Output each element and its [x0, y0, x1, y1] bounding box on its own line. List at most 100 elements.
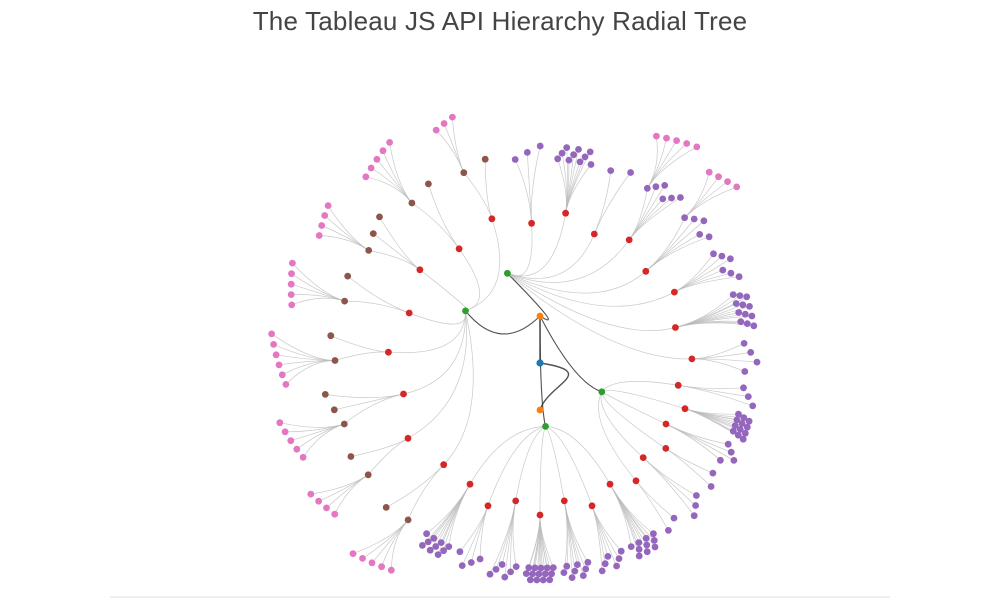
node-level4 [423, 530, 430, 538]
node-level4 [376, 213, 383, 221]
node-level4 [693, 492, 700, 499]
node-level3 [674, 381, 682, 389]
page-title: The Tableau JS API Hierarchy Radial Tree [252, 6, 748, 36]
link-level5 [282, 360, 336, 376]
node-level4 [365, 247, 373, 254]
node-level4 [643, 548, 651, 556]
node-level4 [574, 561, 581, 568]
node-level3 [455, 245, 463, 253]
link-level3 [403, 310, 466, 395]
node-level4 [744, 393, 752, 400]
link-level3 [465, 218, 501, 312]
node-level3 [528, 219, 535, 227]
link-level4 [411, 202, 460, 250]
node-level4 [741, 429, 749, 437]
node-level5 [359, 555, 366, 562]
link-level3 [507, 271, 647, 294]
node-level4 [670, 514, 678, 522]
link-level4 [386, 464, 444, 508]
link-level4 [609, 484, 640, 557]
node-level4 [576, 158, 584, 166]
link-level5 [327, 205, 369, 251]
node-level4 [543, 564, 551, 572]
node-level3 [484, 502, 492, 510]
link-level5 [390, 519, 409, 571]
node-level3 [590, 230, 598, 238]
node-level5 [318, 222, 326, 229]
node-level5 [315, 497, 322, 505]
link-level4 [422, 484, 471, 546]
node-level2 [542, 423, 549, 430]
node-level3 [632, 477, 640, 485]
link-level5 [647, 143, 687, 189]
node-level3 [642, 267, 650, 275]
node-level4 [575, 146, 582, 153]
node-level4 [492, 566, 500, 573]
node-level4 [560, 569, 568, 576]
node-level4 [736, 292, 744, 299]
node-level5 [367, 164, 375, 172]
link-level3 [545, 426, 593, 506]
link-level4 [325, 393, 404, 399]
link-level3 [507, 239, 630, 283]
link-level4 [368, 250, 421, 271]
node-level4 [331, 357, 339, 364]
node-level4 [734, 431, 742, 439]
link-level3 [507, 273, 676, 331]
node-level4 [507, 568, 514, 576]
node-level4 [737, 318, 745, 326]
node-level5 [275, 361, 283, 369]
link-level3 [507, 213, 566, 277]
node-level3 [488, 215, 496, 223]
link-level5 [291, 273, 345, 302]
root-node [536, 359, 544, 367]
node-level5 [386, 139, 393, 146]
node-level4 [501, 573, 509, 581]
node-level4 [650, 530, 657, 538]
node-level4 [729, 291, 737, 298]
node-level5 [321, 212, 329, 219]
link-level5 [647, 146, 697, 189]
link-level5 [285, 360, 336, 385]
node-level4 [607, 167, 615, 175]
node-level4 [558, 149, 566, 157]
node-level4 [643, 184, 651, 192]
link-level4 [514, 159, 532, 224]
node-level5 [281, 428, 289, 436]
link-level4 [479, 505, 489, 560]
link-level5 [389, 142, 413, 204]
link-level5 [684, 186, 737, 218]
node-level4 [738, 420, 746, 427]
node-level4 [731, 422, 739, 429]
node-level4 [535, 570, 543, 578]
link-level4 [665, 423, 729, 445]
node-level5 [432, 126, 440, 134]
link-level4 [428, 183, 460, 250]
link-level5 [310, 474, 369, 495]
link-level5 [319, 235, 369, 251]
node-level4 [735, 410, 742, 418]
node-level4 [430, 534, 438, 542]
node-level4 [718, 252, 726, 260]
link-level4 [591, 505, 620, 559]
link-level4 [330, 335, 389, 353]
link-level3 [545, 426, 611, 485]
link-level3 [507, 273, 692, 360]
node-level4 [707, 483, 715, 490]
node-level4 [440, 547, 447, 555]
link-level3 [539, 426, 546, 516]
link-level5 [326, 474, 369, 509]
link-level4 [628, 188, 648, 241]
node-level4 [650, 537, 658, 544]
node-level4 [579, 572, 587, 579]
link-level5 [452, 117, 465, 173]
node-level4 [533, 576, 541, 584]
node-level5 [287, 280, 295, 288]
node-level4 [419, 542, 426, 549]
node-level4 [498, 561, 506, 568]
node-level3 [639, 454, 647, 461]
link-level4 [407, 464, 444, 521]
link-level4 [593, 172, 631, 235]
node-level3 [440, 461, 448, 469]
